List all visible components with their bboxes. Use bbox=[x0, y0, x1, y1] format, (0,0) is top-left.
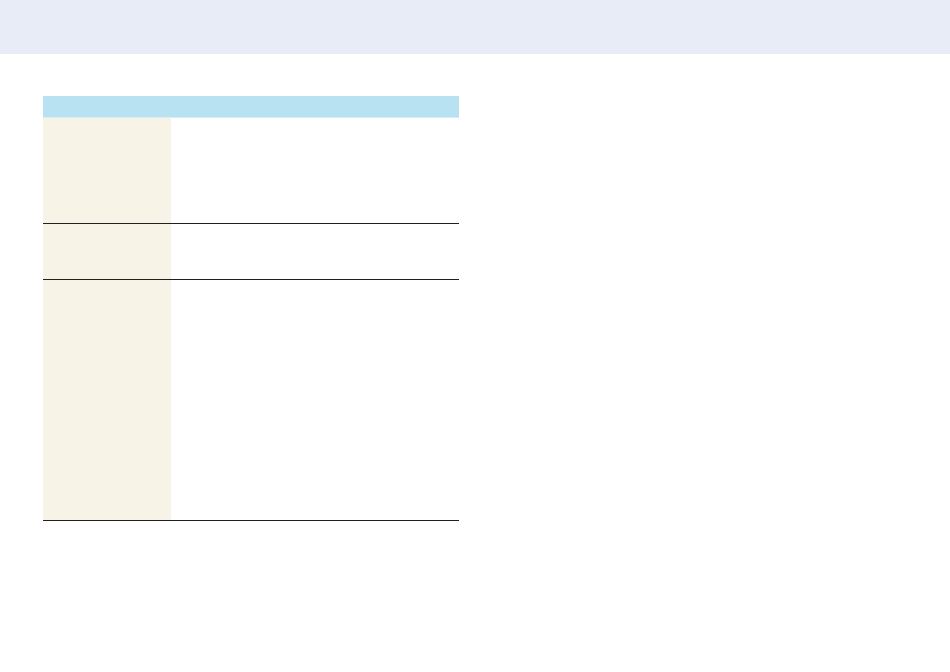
row-content-cell bbox=[171, 224, 459, 279]
row-content-cell bbox=[171, 118, 459, 223]
page-header-band bbox=[0, 0, 950, 54]
table-row bbox=[43, 224, 459, 280]
row-content-cell bbox=[171, 280, 459, 520]
table-row bbox=[43, 118, 459, 224]
row-label-cell bbox=[43, 280, 171, 520]
table-row bbox=[43, 280, 459, 521]
table-header bbox=[43, 96, 459, 118]
row-label-cell bbox=[43, 224, 171, 279]
row-label-cell bbox=[43, 118, 171, 223]
content-table bbox=[43, 96, 459, 521]
